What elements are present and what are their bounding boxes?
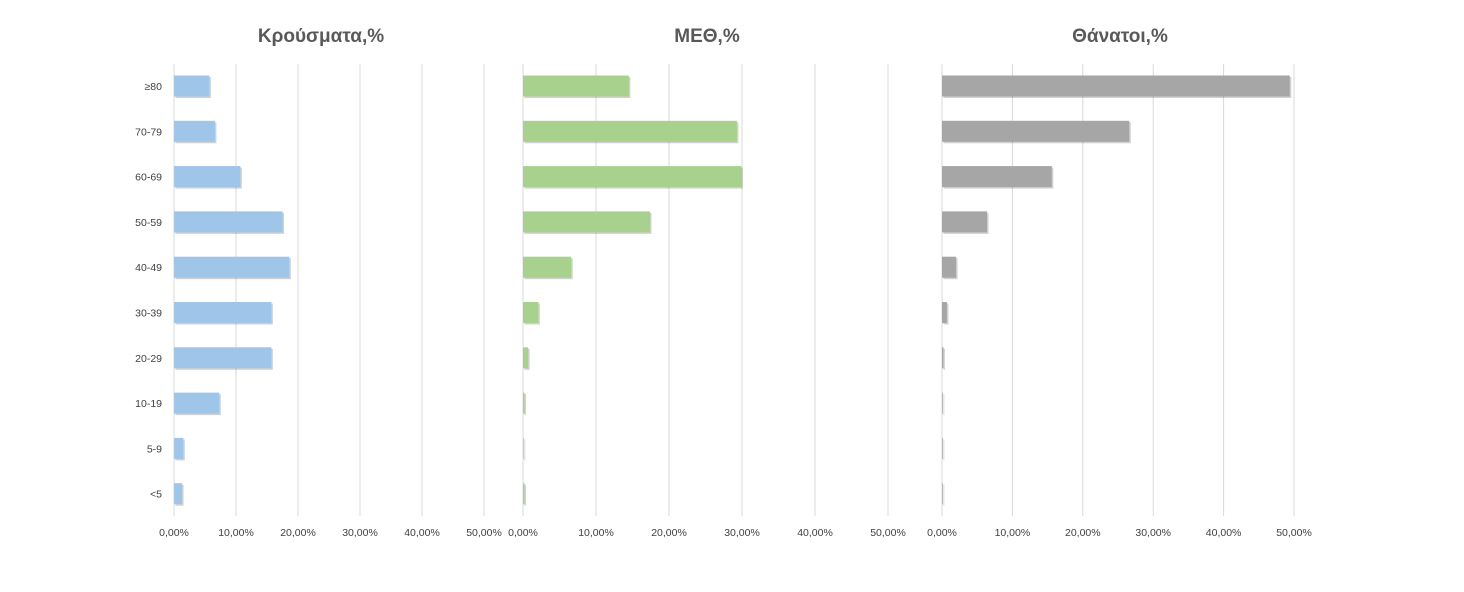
- category-label: 50-59: [135, 217, 162, 229]
- bar: [174, 437, 184, 459]
- chart-title: Κρούσματα,%: [258, 26, 384, 47]
- bar: [174, 392, 220, 414]
- x-tick-label: 20,00%: [1065, 527, 1101, 539]
- category-label: 70-79: [135, 126, 162, 138]
- category-label: 5-9: [147, 443, 162, 455]
- category-label: 10-19: [135, 398, 162, 410]
- bar: [174, 120, 215, 142]
- x-tick-label: 40,00%: [404, 527, 440, 539]
- bar-shadow: [524, 484, 526, 506]
- chart-panel-1: Κρούσματα,% 0,00% 10,00% 20,00% 30,00% 40,00%…: [135, 26, 502, 539]
- x-tick-label: 20,00%: [280, 527, 316, 539]
- category-label: <5: [150, 489, 162, 501]
- bar: [174, 347, 272, 369]
- x-tick-label: 0,00%: [159, 527, 189, 539]
- bar: [942, 75, 1290, 97]
- category-label: 30-39: [135, 308, 162, 320]
- x-tick-label: 20,00%: [651, 527, 687, 539]
- bar: [523, 75, 629, 97]
- bar: [942, 483, 943, 505]
- category-label: 20-29: [135, 353, 162, 365]
- bar: [523, 120, 737, 142]
- chart-title: ΜΕΘ,%: [674, 26, 740, 47]
- x-tick-label: 50,00%: [466, 527, 502, 539]
- x-tick-label: 40,00%: [797, 527, 833, 539]
- bar: [523, 166, 742, 188]
- bar: [942, 120, 1130, 142]
- bar-shadow: [943, 484, 945, 506]
- x-tick-label: 30,00%: [724, 527, 760, 539]
- bar: [942, 211, 988, 233]
- category-label: 60-69: [135, 172, 162, 184]
- category-label: ≥80: [145, 81, 163, 93]
- x-tick-label: 50,00%: [870, 527, 906, 539]
- bar: [523, 347, 529, 369]
- bar: [174, 166, 241, 188]
- bar: [174, 302, 272, 323]
- bar: [523, 211, 651, 233]
- chart-panel-2: ΜΕΘ,% 0,00% 10,00% 20,00% 30,00% 40,00% 50,00%: [508, 26, 906, 539]
- x-tick-label: 30,00%: [1135, 527, 1171, 539]
- bar: [174, 256, 290, 278]
- bar-shadow: [943, 348, 945, 370]
- bar: [523, 392, 525, 414]
- bar-shadow: [524, 394, 526, 416]
- bar: [942, 166, 1052, 188]
- category-label: 40-49: [135, 262, 162, 274]
- bar: [942, 392, 943, 414]
- x-tick-label: 10,00%: [218, 527, 254, 539]
- bar: [174, 211, 283, 233]
- x-tick-label: 40,00%: [1206, 527, 1242, 539]
- bar-shadow: [524, 439, 526, 461]
- bar: [523, 256, 572, 278]
- bar: [942, 256, 957, 278]
- bar-shadow: [943, 394, 945, 416]
- x-tick-label: 30,00%: [342, 527, 378, 539]
- bar: [523, 483, 525, 505]
- bar-shadow: [943, 439, 945, 461]
- bar: [523, 302, 539, 323]
- chart-title: Θάνατοι,%: [1072, 26, 1168, 47]
- bar: [174, 483, 183, 505]
- bar: [523, 437, 524, 459]
- bar: [942, 437, 943, 459]
- x-tick-label: 10,00%: [995, 527, 1031, 539]
- x-tick-label: 0,00%: [927, 527, 957, 539]
- chart-panel-3: Θάνατοι,% 0,00% 10,00% 20,00% 30,00% 40,00% 50…: [927, 26, 1312, 539]
- x-tick-label: 0,00%: [508, 527, 538, 539]
- bar: [942, 302, 947, 323]
- bar: [942, 347, 944, 369]
- x-tick-label: 10,00%: [578, 527, 614, 539]
- bar: [174, 75, 210, 97]
- x-tick-label: 50,00%: [1276, 527, 1312, 539]
